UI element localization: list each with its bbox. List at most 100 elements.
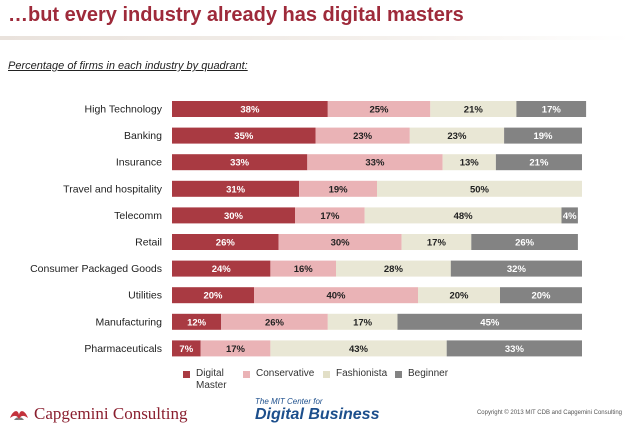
bar-high-technology-fashionista <box>430 101 517 117</box>
bar-insurance-digital-master <box>172 154 308 171</box>
bar-manufacturing-conservative <box>221 313 328 330</box>
legend-label-conservative: Conservative <box>256 368 315 379</box>
capgemini-spade-icon <box>8 407 30 421</box>
data-label-utilities-beginner: 20% <box>531 291 551 302</box>
data-label-telecomm-digital-master: 30% <box>224 211 244 222</box>
data-label-insurance-digital-master: 33% <box>230 158 250 169</box>
data-label-utilities-digital-master: 20% <box>203 291 223 302</box>
category-label-utilities: Utilities <box>128 290 162 302</box>
data-label-consumer-packaged-goods-digital-master: 24% <box>212 264 232 275</box>
bar-banking-fashionista <box>409 127 505 144</box>
data-label-travel-and-hospitality-conservative: 19% <box>329 184 349 195</box>
bar-pharmaceuticals-conservative <box>200 340 271 357</box>
legend-item-fashionista: Fashionista <box>323 368 387 379</box>
data-label-consumer-packaged-goods-beginner: 32% <box>507 264 527 275</box>
data-label-high-technology-fashionista: 21% <box>464 105 484 116</box>
category-label-banking: Banking <box>124 130 162 142</box>
bar-pharmaceuticals-digital-master <box>172 340 201 357</box>
bar-banking-conservative <box>315 127 410 144</box>
bar-telecomm-fashionista <box>364 207 562 224</box>
data-label-telecomm-beginner: 4% <box>563 211 577 222</box>
legend-item-digital-master: Digital Master <box>183 368 227 392</box>
category-label-high-technology: High Technology <box>85 104 163 116</box>
category-label-insurance: Insurance <box>116 157 162 169</box>
bar-utilities-digital-master <box>172 287 254 304</box>
legend-item-beginner: Beginner <box>395 368 448 379</box>
data-label-high-technology-conservative: 25% <box>369 105 389 116</box>
bar-utilities-beginner <box>500 287 582 304</box>
data-label-retail-fashionista: 17% <box>427 238 447 249</box>
mit-logo-top: The MIT Center for <box>255 397 323 406</box>
bar-manufacturing-digital-master <box>172 313 222 330</box>
category-label-travel-and-hospitality: Travel and hospitality <box>63 183 163 195</box>
title-divider <box>0 36 630 40</box>
bar-high-technology-digital-master <box>172 101 328 117</box>
capgemini-logo: Capgemini Consulting <box>8 404 187 424</box>
mit-cdb-logo: The MIT Center for Digital Business <box>255 398 379 423</box>
bar-consumer-packaged-goods-conservative <box>270 260 336 277</box>
data-label-telecomm-fashionista: 48% <box>454 211 474 222</box>
data-label-insurance-beginner: 21% <box>529 158 549 169</box>
bar-telecomm-conservative <box>295 207 365 224</box>
legend-label-fashionista: Fashionista <box>336 368 388 379</box>
bar-consumer-packaged-goods-beginner <box>450 260 582 277</box>
category-label-manufacturing: Manufacturing <box>95 316 162 328</box>
category-label-pharmaceuticals: Pharmaceuticals <box>84 343 162 355</box>
data-label-insurance-fashionista: 13% <box>460 158 480 169</box>
data-label-pharmaceuticals-beginner: 33% <box>505 344 525 355</box>
data-label-pharmaceuticals-conservative: 17% <box>226 344 246 355</box>
bar-consumer-packaged-goods-fashionista <box>336 260 451 277</box>
bar-retail-digital-master <box>172 234 279 250</box>
data-label-pharmaceuticals-digital-master: 7% <box>179 344 193 355</box>
legend-label-digital-master-line1: Digital <box>196 368 224 379</box>
bar-pharmaceuticals-beginner <box>446 340 582 357</box>
data-label-telecomm-conservative: 17% <box>320 211 340 222</box>
bar-insurance-fashionista <box>442 154 496 171</box>
data-label-banking-conservative: 23% <box>353 131 373 142</box>
data-label-retail-digital-master: 26% <box>216 238 236 249</box>
data-label-pharmaceuticals-fashionista: 43% <box>349 344 369 355</box>
bar-pharmaceuticals-fashionista <box>270 340 447 357</box>
data-label-travel-and-hospitality-digital-master: 31% <box>226 184 246 195</box>
data-label-manufacturing-fashionista: 17% <box>353 317 373 328</box>
bar-telecomm-digital-master <box>172 207 295 224</box>
legend-swatch-fashionista <box>323 371 330 378</box>
bar-utilities-conservative <box>254 287 418 304</box>
legend-swatch-digital-master <box>183 371 190 378</box>
bar-insurance-conservative <box>307 154 443 171</box>
bar-insurance-beginner <box>495 154 582 171</box>
legend-label-digital-master-line2: Master <box>196 380 227 391</box>
bar-high-technology-beginner <box>516 101 587 117</box>
data-label-consumer-packaged-goods-conservative: 16% <box>294 264 314 275</box>
bar-high-technology-conservative <box>327 101 431 117</box>
data-label-banking-digital-master: 35% <box>234 131 254 142</box>
bar-manufacturing-fashionista <box>327 313 398 330</box>
data-label-manufacturing-beginner: 45% <box>480 317 500 328</box>
mit-logo-bottom: Digital Business <box>255 406 380 423</box>
bar-consumer-packaged-goods-digital-master <box>172 260 271 277</box>
legend-label-beginner: Beginner <box>408 368 449 379</box>
data-label-manufacturing-digital-master: 12% <box>187 317 207 328</box>
bar-retail-beginner <box>471 234 578 250</box>
bar-banking-digital-master <box>172 127 316 144</box>
stacked-bar-chart: High Technology 38% 25% 21% 17% Banking 35% 23%… <box>30 101 587 357</box>
bar-travel-and-hospitality-conservative <box>299 180 377 197</box>
data-label-banking-beginner: 19% <box>533 131 553 142</box>
data-label-insurance-conservative: 33% <box>365 158 385 169</box>
data-label-utilities-fashionista: 20% <box>449 291 469 302</box>
data-label-high-technology-beginner: 17% <box>542 105 562 116</box>
category-label-consumer-packaged-goods: Consumer Packaged Goods <box>30 263 162 275</box>
capgemini-logo-text: Capgemini Consulting <box>34 404 188 423</box>
data-label-banking-fashionista: 23% <box>447 131 467 142</box>
data-label-consumer-packaged-goods-fashionista: 28% <box>384 264 404 275</box>
bar-travel-and-hospitality-digital-master <box>172 180 300 197</box>
category-label-telecomm: Telecomm <box>114 210 162 222</box>
bar-manufacturing-beginner <box>397 313 582 330</box>
data-label-utilities-conservative: 40% <box>326 291 346 302</box>
chart-subtitle: Percentage of firms in each industry by … <box>8 60 248 72</box>
data-label-retail-conservative: 30% <box>331 238 351 249</box>
data-label-retail-beginner: 26% <box>515 238 535 249</box>
data-label-high-technology-digital-master: 38% <box>240 105 260 116</box>
legend-swatch-beginner <box>395 371 402 378</box>
bar-travel-and-hospitality-fashionista <box>377 180 582 197</box>
